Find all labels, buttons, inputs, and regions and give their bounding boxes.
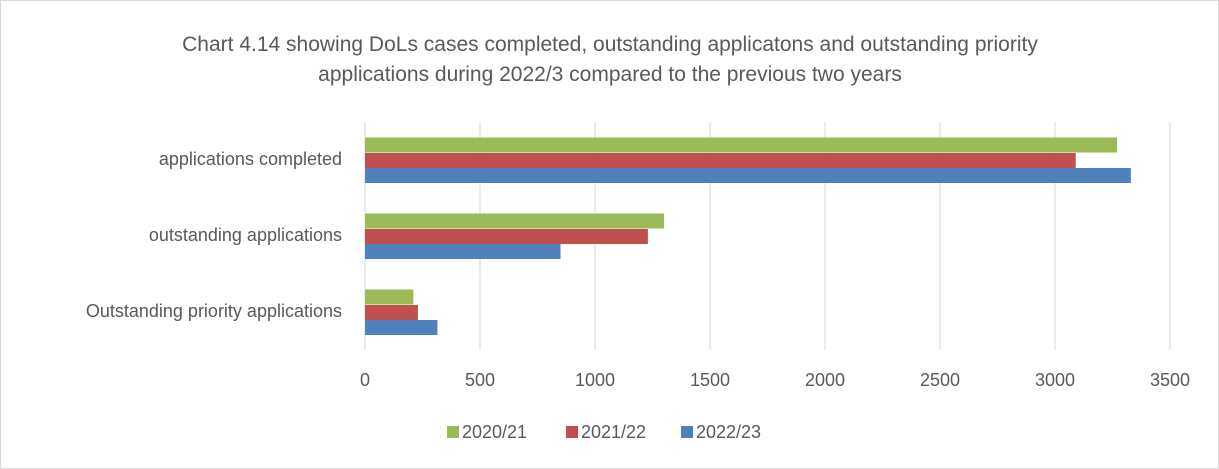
- bar: [365, 168, 1131, 183]
- bar: [365, 244, 561, 259]
- legend-label: 2021/22: [581, 422, 646, 442]
- x-tick-label: 2500: [920, 370, 960, 390]
- x-tick-label: 3500: [1150, 370, 1190, 390]
- legend-swatch: [566, 426, 578, 438]
- x-tick-label: 1000: [575, 370, 615, 390]
- y-tick-label: applications completed: [159, 149, 342, 169]
- x-tick-label: 2000: [805, 370, 845, 390]
- chart-title: Chart 4.14 showing DoLs cases completed,…: [182, 33, 1038, 86]
- legend-swatch: [681, 426, 693, 438]
- bar: [365, 213, 664, 229]
- x-tick-label: 1500: [690, 370, 730, 390]
- legend-label: 2022/23: [696, 422, 761, 442]
- bar: [365, 137, 1118, 153]
- legend-swatch: [447, 426, 459, 438]
- y-tick-label: Outstanding priority applications: [86, 301, 342, 321]
- bar: [365, 229, 648, 244]
- bar: [365, 305, 418, 320]
- bar: [365, 320, 438, 335]
- legend-label: 2020/21: [462, 422, 527, 442]
- x-tick-label: 500: [465, 370, 495, 390]
- x-tick-label: 0: [360, 370, 370, 390]
- bar: [365, 289, 414, 305]
- y-tick-label: outstanding applications: [149, 225, 342, 245]
- x-tick-label: 3000: [1035, 370, 1075, 390]
- bar: [365, 153, 1076, 168]
